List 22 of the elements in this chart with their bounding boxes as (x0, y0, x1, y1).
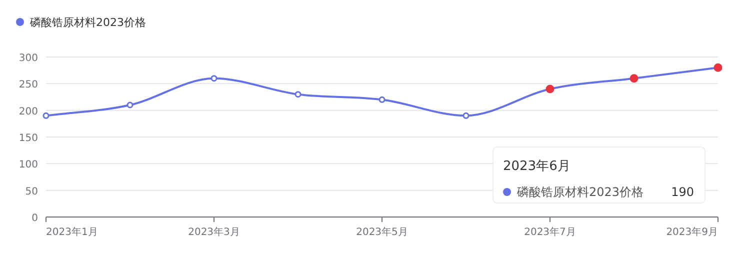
y-tick-label: 200 (18, 106, 38, 118)
y-tick-label: 250 (18, 80, 38, 91)
x-tick-label: 2023年7月 (524, 226, 576, 238)
y-tick-label: 300 (18, 53, 38, 64)
text: 磷酸锆原材料2023价格 (517, 185, 644, 199)
point (378, 96, 386, 103)
x-tick-label: 2023年3月 (188, 226, 240, 238)
point (294, 91, 302, 98)
y-tick-label: 100 (18, 160, 38, 171)
annotation: 190 (671, 185, 694, 199)
x-tick-label: 2023年5月 (356, 226, 408, 238)
annotation: 2023年6月 (503, 159, 570, 174)
point (42, 112, 50, 119)
point (210, 75, 218, 82)
x-tick-label: 2023年1月 (46, 226, 98, 238)
legend-label: 磷酸锆原材料2023价格 (29, 16, 146, 29)
point (462, 112, 470, 119)
point (126, 102, 134, 108)
x-tick-label: 2023年9月 (666, 226, 718, 238)
y-tick-label: 0 (32, 213, 38, 224)
y-tick-label: 150 (18, 133, 38, 144)
y-tick-label: 50 (25, 186, 38, 198)
